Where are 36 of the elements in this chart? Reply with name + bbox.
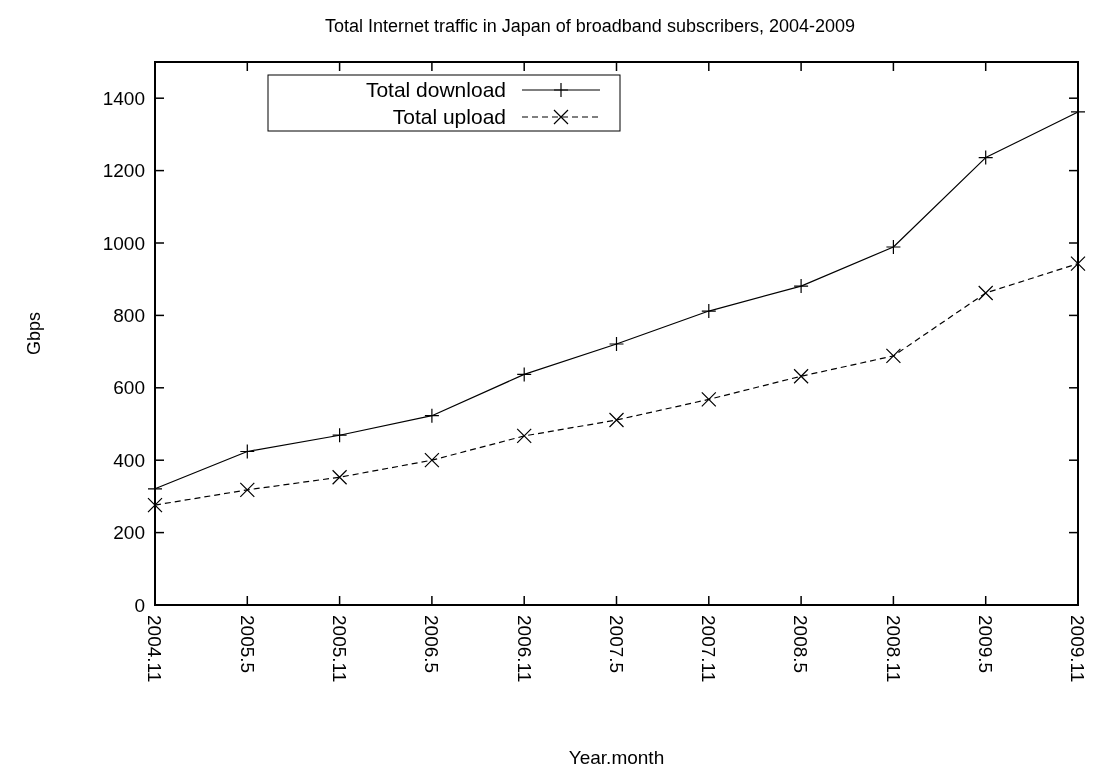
y-tick-label: 1200 — [102, 160, 145, 182]
x-axis-title: Year.month — [568, 747, 665, 768]
point — [885, 348, 901, 364]
point — [424, 452, 440, 468]
y-tick-label: 800 — [113, 305, 145, 327]
point — [239, 482, 255, 498]
y-tick-label: 200 — [113, 522, 145, 544]
point — [332, 469, 348, 485]
legend-label: Total download — [365, 78, 506, 102]
y-tick-label: 0 — [134, 594, 145, 616]
point — [701, 391, 717, 407]
chart-title: Total Internet traffic in Japan of broadband subscribers, 2004-2009 — [324, 16, 856, 36]
y-tick-label: 400 — [113, 449, 145, 471]
y-tick-label: 600 — [113, 377, 145, 399]
x-tick-label: 2008.11 — [882, 615, 904, 683]
point — [793, 368, 809, 384]
x-tick-label: 2006.11 — [513, 615, 535, 683]
point — [608, 412, 625, 428]
x-tick-label: 2005.5 — [236, 615, 258, 674]
x-tick-label: 2004.11 — [144, 615, 166, 683]
y-tick-label: 1000 — [102, 232, 145, 254]
y-tick-label: 1400 — [102, 87, 145, 109]
y-axis-title: Gbps — [24, 311, 44, 356]
point — [1070, 256, 1086, 272]
x-tick-label: 2006.5 — [421, 615, 443, 674]
x-tick-label: 2007.5 — [605, 615, 627, 674]
x-tick-label: 2009.5 — [975, 615, 997, 674]
point — [147, 497, 163, 513]
x-tick-label: 2007.11 — [698, 615, 720, 683]
point — [516, 428, 532, 444]
x-tick-label: 2009.11 — [1067, 615, 1089, 683]
point — [978, 285, 994, 301]
point — [608, 336, 625, 352]
legend-label: Total upload — [392, 105, 506, 129]
x-tick-label: 2005.11 — [328, 615, 350, 683]
x-tick-label: 2008.5 — [790, 615, 812, 674]
